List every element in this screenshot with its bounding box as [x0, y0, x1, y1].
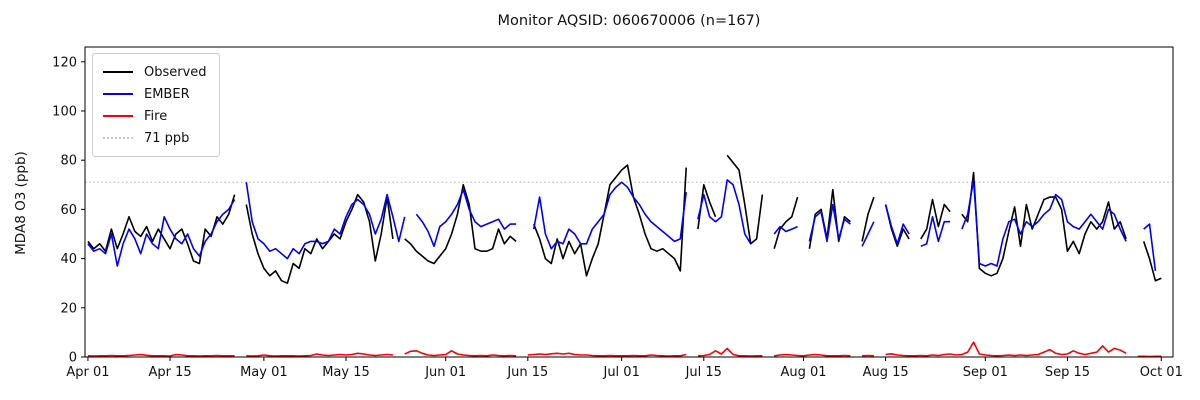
fire-line-segment — [885, 341, 1127, 357]
fire-line-segment — [404, 349, 517, 357]
observed-line-segment — [920, 198, 951, 240]
y-tick-label: 60 — [60, 203, 77, 218]
observed-line-segment — [1142, 241, 1162, 282]
x-tick-label: Apr 01 — [66, 365, 109, 380]
x-tick-label: Sep 15 — [1045, 365, 1090, 380]
observed-line-segment — [245, 193, 394, 285]
legend-item-ember: EMBER — [103, 83, 207, 105]
ember-line-segment — [808, 203, 851, 243]
legend-item-observed: Observed — [103, 61, 207, 83]
ember-line-segment — [1143, 223, 1157, 272]
ember-line-segment — [884, 204, 910, 245]
x-tick-label: Jul 15 — [685, 365, 722, 380]
legend-label: 71 ppb — [144, 130, 190, 146]
legend: Observed EMBER Fire 71 ppb — [92, 53, 220, 157]
x-tick-label: Oct 01 — [1140, 365, 1183, 380]
ember-line-swatch — [103, 93, 133, 95]
x-tick-label: May 15 — [322, 365, 370, 380]
observed-line-segment — [961, 171, 1127, 277]
threshold-line-swatch — [103, 137, 133, 139]
legend-label: Fire — [144, 108, 168, 124]
ember-line-segment — [87, 199, 236, 267]
y-tick-label: 100 — [52, 104, 77, 119]
chart-title: Monitor AQSID: 060670006 (n=167) — [497, 13, 761, 29]
fire-line-segment — [527, 352, 687, 357]
ember-line-segment — [532, 181, 687, 250]
ember-line-segment — [697, 179, 752, 245]
y-tick-label: 80 — [60, 154, 77, 169]
fire-line-segment — [246, 352, 393, 357]
x-tick-label: Aug 01 — [780, 365, 826, 380]
fire-line-segment — [774, 353, 851, 357]
observed-line-segment — [773, 196, 799, 249]
observed-line-segment — [726, 154, 764, 245]
ember-line-segment — [773, 225, 798, 235]
ember-line-segment — [961, 179, 1127, 267]
x-tick-label: Jul 01 — [602, 365, 639, 380]
fire-line-segment — [697, 347, 763, 357]
legend-label: Observed — [144, 64, 207, 80]
y-tick-label: 0 — [69, 351, 77, 366]
x-tick-label: Apr 15 — [148, 365, 191, 380]
observed-line-segment — [532, 164, 687, 277]
ember-line-segment — [245, 182, 406, 260]
fire-line-segment — [87, 353, 235, 357]
observed-line-swatch — [103, 71, 133, 73]
y-tick-label: 20 — [60, 301, 77, 316]
ember-line-segment — [920, 216, 951, 248]
legend-item-threshold: 71 ppb — [103, 127, 207, 149]
y-tick-label: 120 — [52, 55, 77, 70]
observed-line-segment — [861, 196, 875, 242]
legend-item-fire: Fire — [103, 105, 207, 127]
ember-line-segment — [415, 188, 517, 248]
x-tick-label: Jun 01 — [424, 365, 466, 380]
observed-line-segment — [404, 184, 517, 265]
legend-label: EMBER — [144, 86, 190, 102]
fire-line-swatch — [103, 115, 133, 117]
ember-line-segment — [861, 221, 875, 247]
observed-line-segment — [884, 204, 910, 248]
x-tick-label: May 01 — [240, 365, 288, 380]
x-tick-label: Sep 01 — [963, 365, 1008, 380]
x-tick-label: Aug 15 — [863, 365, 909, 380]
plot-border — [84, 46, 1174, 358]
y-tick-label: 40 — [60, 252, 77, 267]
x-tick-label: Jun 15 — [506, 365, 548, 380]
